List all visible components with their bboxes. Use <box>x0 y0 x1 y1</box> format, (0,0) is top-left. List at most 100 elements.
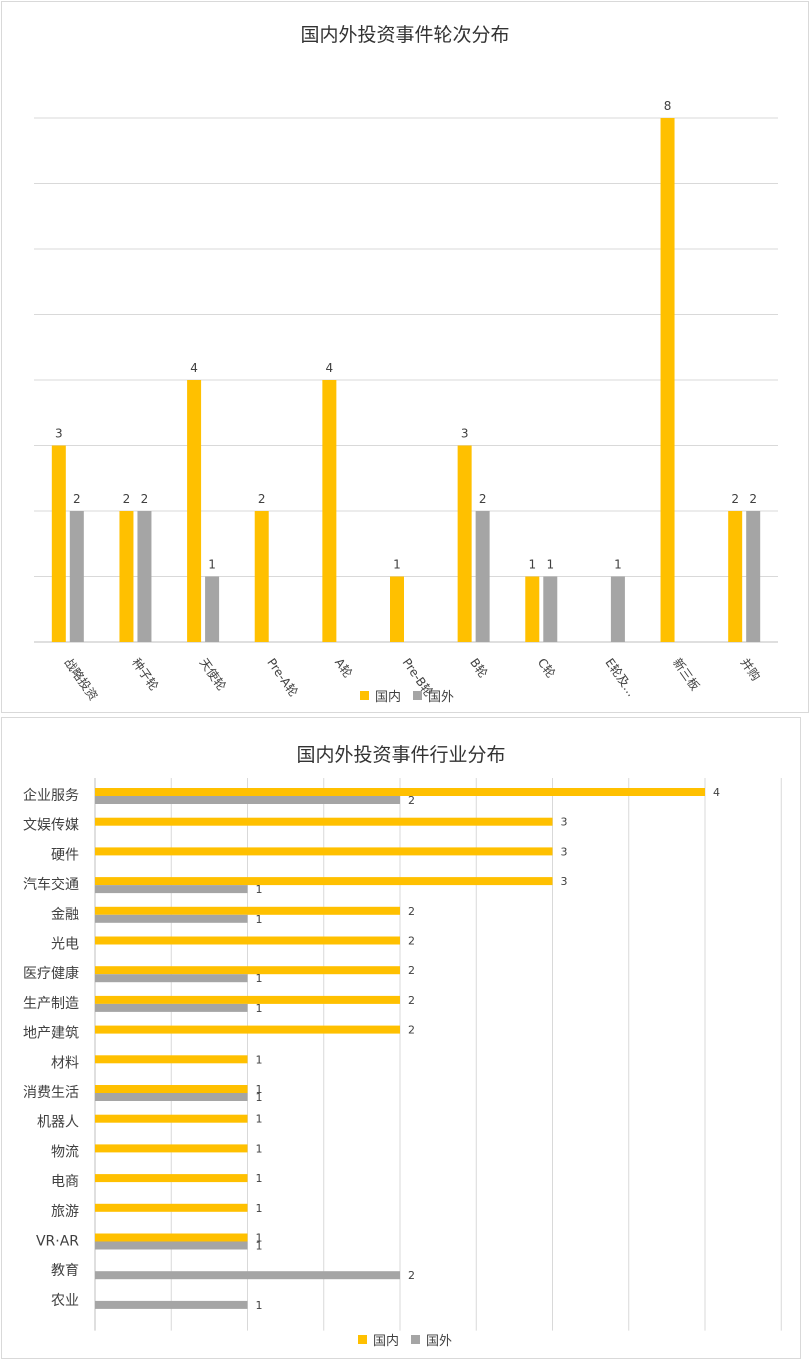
industry-distribution-plot: 企业服务 4 2 文娱传媒 3 硬件 3 汽车交通 3 1 金融 2 1 光电 2 医疗健康 2 1 生产制造 2 1 地… <box>23 778 782 1331</box>
y-tick-label: 电商 <box>51 1174 79 1190</box>
data-label: 2 <box>258 492 266 506</box>
data-label: 2 <box>408 905 415 918</box>
data-label: 2 <box>479 492 487 506</box>
data-label: 4 <box>326 361 334 375</box>
data-label: 1 <box>393 558 401 572</box>
bar-domestic <box>95 1085 248 1093</box>
bar-domestic <box>728 511 743 642</box>
data-label: 1 <box>256 1202 263 1215</box>
legend-label-foreign: 国外 <box>426 1334 453 1349</box>
bar-domestic <box>322 380 337 642</box>
y-tick-label: 材料 <box>51 1055 79 1071</box>
y-tick-label: 医疗健康 <box>23 965 79 982</box>
data-label: 3 <box>561 845 568 858</box>
x-tick-label: C轮 <box>535 656 558 681</box>
industry-distribution-chart: 国内外投资事件行业分布 企业服务 4 2 文娱传媒 3 硬件 3 汽车交通 3 1 金融 2 1 光电 2 医… <box>1 717 801 1359</box>
bar-domestic <box>95 995 400 1004</box>
data-label: 1 <box>208 558 216 572</box>
data-label: 4 <box>713 786 720 799</box>
y-tick-label: 光电 <box>51 937 79 953</box>
data-label: 1 <box>256 883 263 896</box>
data-label: 1 <box>256 972 263 985</box>
bar-domestic <box>95 1114 248 1123</box>
y-tick-label: 生产制造 <box>23 996 79 1012</box>
data-label: 1 <box>256 1240 263 1253</box>
bar-domestic <box>51 445 66 642</box>
bar-domestic <box>95 1174 248 1183</box>
x-tick-label: B轮 <box>467 656 490 681</box>
x-tick-label: 新三板 <box>670 655 703 693</box>
round-distribution-chart: 国内外投资事件轮次分布 3 2 战略投资 2 2 种子轮 4 1 天使轮 2 Pre-A轮 4 A轮 1 P… <box>1 1 809 713</box>
bar-domestic <box>95 1203 248 1212</box>
data-label: 1 <box>256 1299 263 1312</box>
chart-legend: 国内 国外 <box>360 686 454 705</box>
bar-domestic <box>95 936 400 945</box>
x-tick-label: E轮及... <box>602 656 638 699</box>
bar-domestic <box>119 511 134 642</box>
data-label: 1 <box>546 558 554 572</box>
bar-domestic <box>457 445 472 642</box>
x-tick-label: 并购 <box>738 655 764 683</box>
bar-foreign <box>95 1093 248 1101</box>
bar-domestic <box>95 1055 248 1064</box>
data-label: 3 <box>561 816 568 829</box>
bar-foreign <box>69 511 84 642</box>
bar-domestic <box>187 380 202 642</box>
bar-domestic <box>95 1025 400 1034</box>
y-tick-label: 旅游 <box>51 1204 79 1220</box>
legend-label-domestic: 国内 <box>375 690 402 705</box>
data-label: 1 <box>256 1083 263 1096</box>
bar-foreign <box>137 511 152 642</box>
y-tick-label: 金融 <box>51 907 79 923</box>
bar-foreign <box>95 974 248 983</box>
bar-foreign <box>746 511 761 642</box>
bar-domestic <box>95 817 553 826</box>
x-tick-label: 天使轮 <box>197 655 230 693</box>
legend-swatch-domestic <box>358 1335 367 1344</box>
data-label: 2 <box>141 492 149 506</box>
bar-domestic <box>390 576 404 642</box>
data-label: 1 <box>256 1172 263 1185</box>
y-tick-label: 消费生活 <box>23 1085 79 1101</box>
data-label: 2 <box>731 492 739 506</box>
bar-domestic <box>95 788 705 796</box>
data-label: 2 <box>123 492 131 506</box>
x-tick-label: 种子轮 <box>129 656 161 694</box>
bar-foreign <box>95 1003 248 1012</box>
data-label: 1 <box>256 1142 263 1155</box>
bar-domestic <box>95 906 400 915</box>
y-tick-label: 汽车交通 <box>23 876 79 893</box>
data-label: 2 <box>408 794 415 807</box>
bar-foreign <box>95 1271 400 1280</box>
data-label: 1 <box>614 558 622 572</box>
data-label: 2 <box>749 492 757 506</box>
x-tick-label: Pre-A轮 <box>264 656 300 700</box>
bar-foreign <box>205 576 220 642</box>
data-label: 8 <box>664 99 672 113</box>
data-label: 2 <box>408 994 415 1007</box>
data-label: 1 <box>256 1002 263 1015</box>
y-tick-label: 机器人 <box>37 1115 79 1131</box>
y-tick-label: 农业 <box>51 1293 79 1309</box>
bar-domestic <box>95 1233 248 1242</box>
bar-domestic <box>254 511 269 642</box>
y-tick-label: 教育 <box>51 1263 79 1279</box>
bar-domestic <box>95 877 553 886</box>
data-label: 3 <box>561 875 568 888</box>
bar-foreign <box>610 576 625 642</box>
bar-foreign <box>95 796 400 804</box>
bar-foreign <box>475 511 490 642</box>
data-label: 1 <box>256 1091 263 1104</box>
legend-label-foreign: 国外 <box>428 690 455 705</box>
chart-title: 国内外投资事件轮次分布 <box>300 24 510 46</box>
data-label: 4 <box>190 361 198 375</box>
bar-domestic <box>525 576 540 642</box>
bar-foreign <box>543 576 558 642</box>
data-label: 1 <box>256 1113 263 1126</box>
bar-domestic <box>660 118 675 642</box>
legend-swatch-domestic <box>360 691 369 700</box>
data-label: 3 <box>55 427 63 441</box>
bar-foreign <box>95 914 248 923</box>
y-tick-label: 地产建筑 <box>23 1026 79 1042</box>
